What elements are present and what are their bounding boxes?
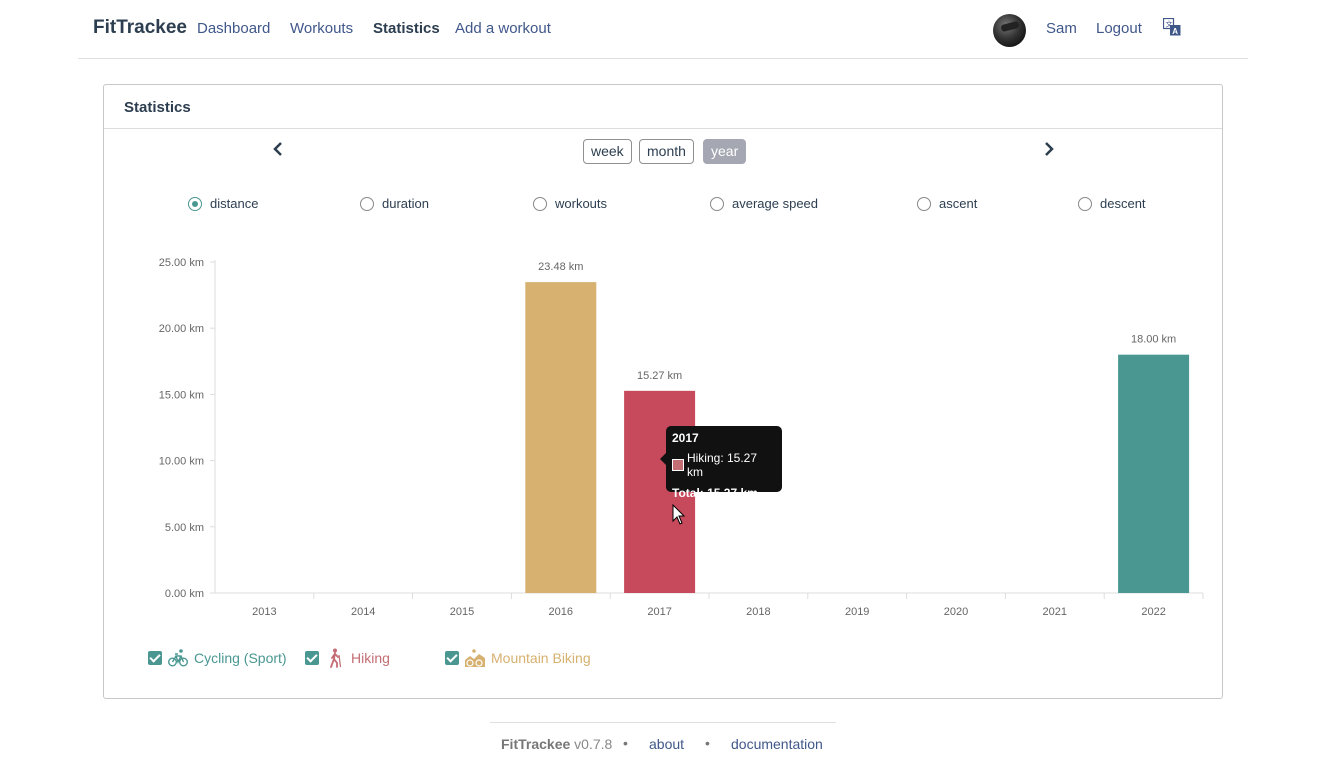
metric-label: descent (1100, 196, 1146, 211)
radio-button-checked[interactable] (188, 196, 202, 211)
chart-tooltip: 2017 Hiking: 15.27 km Total: 15.27 km (660, 426, 782, 500)
legend-cycling[interactable]: Cycling (Sport) (148, 648, 287, 668)
footer-documentation-link[interactable]: documentation (731, 736, 823, 752)
x-tick-label: 2017 (647, 606, 671, 618)
mouse-cursor-icon (672, 504, 686, 525)
tooltip-swatch (672, 459, 684, 471)
y-tick-label: 25.00 km (159, 257, 204, 269)
x-tick-label: 2016 (549, 606, 573, 618)
period-month-button[interactable]: month (639, 139, 694, 164)
legend-label: Mountain Biking (491, 650, 591, 666)
legend-label: Cycling (Sport) (194, 650, 287, 666)
footer-brand: FitTrackee v0.7.8 (501, 736, 612, 752)
navbar: FitTrackee Dashboard Workouts Statistics… (78, 0, 1248, 59)
mountain-biking-icon (465, 649, 485, 667)
x-tick-label: 2021 (1043, 606, 1067, 618)
x-tick-label: 2019 (845, 606, 869, 618)
y-tick-label: 10.00 km (159, 456, 204, 468)
footer-brand-name: FitTrackee (501, 736, 571, 752)
chevron-left-icon[interactable] (270, 141, 286, 157)
bar-mountain-biking (525, 282, 597, 593)
bar-cycling-sport (1118, 354, 1190, 593)
radio-button[interactable] (917, 196, 931, 211)
radio-button[interactable] (710, 196, 724, 211)
legend-hiking[interactable]: Hiking (305, 648, 390, 668)
x-tick-label: 2022 (1141, 606, 1165, 618)
nav-statistics[interactable]: Statistics (373, 20, 440, 37)
bar-chart[interactable]: 0.00 km 5.00 km 10.00 km 15.00 km 20.00 km 25… (104, 85, 1222, 625)
card-title: Statistics (104, 85, 1222, 129)
metric-ascent-radio[interactable]: ascent (917, 196, 977, 211)
metric-average-speed-radio[interactable]: average speed (710, 196, 818, 211)
bar-total-label: 18.00 km (1131, 334, 1176, 346)
radio-button[interactable] (533, 196, 547, 211)
translate-icon[interactable]: 文 A (1163, 18, 1181, 36)
x-tick-label: 2014 (351, 606, 375, 618)
metric-label: ascent (939, 196, 978, 211)
x-tick-label: 2018 (746, 606, 770, 618)
metric-label: distance (210, 196, 259, 211)
legend-checkbox[interactable] (148, 651, 162, 665)
metric-duration-radio[interactable]: duration (360, 196, 429, 211)
legend-checkbox[interactable] (305, 651, 319, 665)
metric-workouts-radio[interactable]: workouts (533, 196, 607, 211)
nav-user[interactable]: Sam (1046, 20, 1077, 37)
statistics-card: Statistics week month year distance dura… (103, 84, 1223, 699)
footer-version: v0.7.8 (574, 736, 613, 752)
svg-text:文: 文 (1166, 20, 1173, 29)
radio-button[interactable] (1078, 196, 1092, 211)
user-avatar[interactable] (993, 14, 1026, 47)
chevron-right-icon[interactable] (1041, 141, 1057, 157)
tooltip-title: 2017 (672, 431, 699, 445)
svg-text:A: A (1172, 27, 1178, 36)
y-tick-label: 0.00 km (165, 588, 204, 600)
metric-descent-radio[interactable]: descent (1078, 196, 1146, 211)
nav-logout[interactable]: Logout (1096, 20, 1142, 37)
tooltip-total: Total: 15.27 km (672, 486, 758, 500)
x-tick-label: 2013 (252, 606, 276, 618)
period-year-button[interactable]: year (703, 139, 747, 164)
metric-label: workouts (555, 196, 608, 211)
nav-workouts[interactable]: Workouts (290, 20, 354, 37)
bar-total-label: 23.48 km (538, 261, 583, 273)
legend-mountain-biking[interactable]: Mountain Biking (445, 648, 591, 668)
y-tick-label: 20.00 km (159, 323, 204, 335)
legend-checkbox[interactable] (445, 651, 459, 665)
x-tick-label: 2020 (944, 606, 968, 618)
nav-add-workout[interactable]: Add a workout (455, 20, 551, 37)
metric-label: average speed (732, 196, 819, 211)
x-tick-label: 2015 (450, 606, 474, 618)
bar-total-label: 15.27 km (637, 370, 682, 382)
footer-separator: • (623, 735, 628, 751)
radio-button[interactable] (360, 196, 374, 211)
y-tick-label: 15.00 km (159, 389, 204, 401)
tooltip-line: Hiking: 15.27 km (672, 451, 776, 479)
tooltip-value: Hiking: 15.27 km (686, 451, 758, 479)
hiking-icon (330, 648, 342, 668)
footer-about-link[interactable]: about (649, 736, 685, 752)
metric-distance-radio[interactable]: distance (188, 196, 258, 211)
brand-logo[interactable]: FitTrackee (93, 17, 187, 38)
y-tick-label: 5.00 km (165, 522, 204, 534)
legend-label: Hiking (351, 650, 390, 666)
nav-dashboard[interactable]: Dashboard (197, 20, 271, 37)
cycling-icon (168, 649, 188, 667)
footer-separator: • (705, 735, 710, 751)
period-week-button[interactable]: week (583, 139, 632, 164)
metric-label: duration (382, 196, 429, 211)
footer: FitTrackee v0.7.8 • about • documentatio… (490, 722, 836, 760)
